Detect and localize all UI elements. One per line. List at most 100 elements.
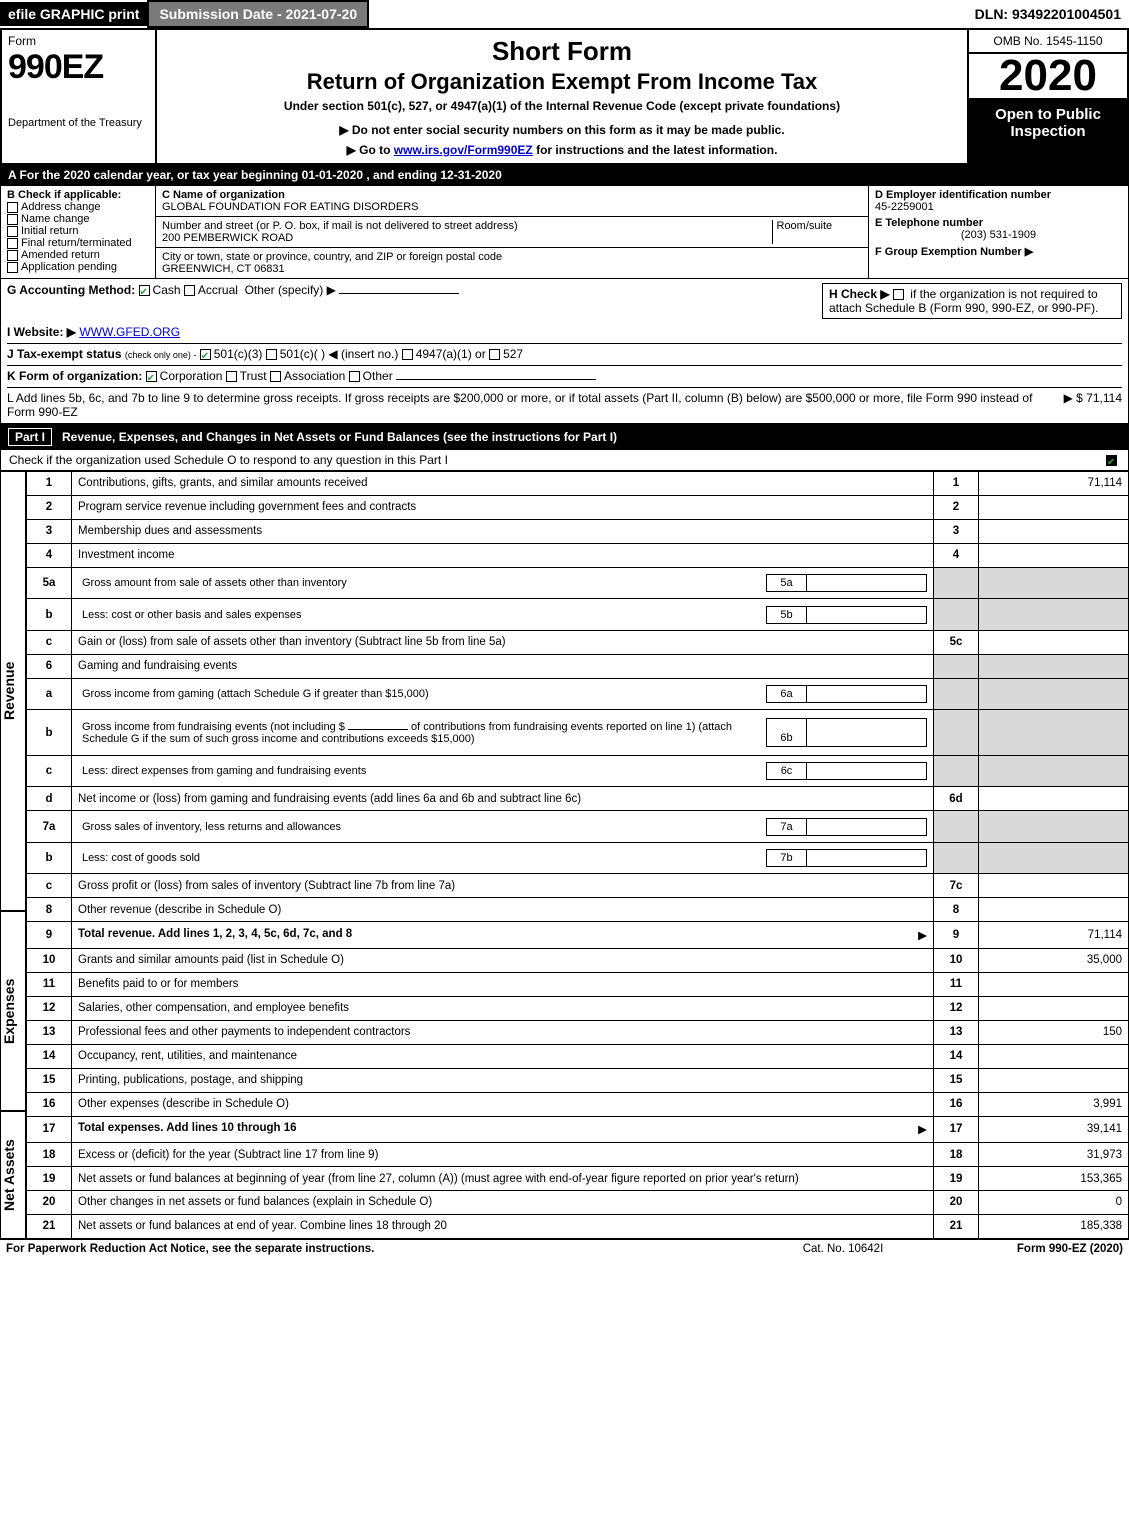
row-5a: 5a Gross amount from sale of assets othe… [27,567,1129,599]
box-b-title: B Check if applicable: [7,189,121,201]
short-form-title: Short Form [167,36,957,67]
submission-date: Submission Date - 2021-07-20 [147,0,369,28]
ein-value: 45-2259001 [875,201,1122,213]
row-13: 13Professional fees and other payments t… [27,1020,1129,1044]
row-16: 16Other expenses (describe in Schedule O… [27,1092,1129,1116]
row-6c: c Less: direct expenses from gaming and … [27,755,1129,787]
chk-address[interactable] [7,202,18,213]
header-center: Short Form Return of Organization Exempt… [157,30,967,163]
chk-part1[interactable] [1106,455,1117,466]
chk-trust[interactable] [226,371,237,382]
chk-name[interactable] [7,214,18,225]
part1-check-text: Check if the organization used Schedule … [9,453,1106,467]
box-c-city: City or town, state or province, country… [156,248,869,279]
c-name-label: C Name of organization [162,189,285,201]
part1-tag: Part I [8,428,52,446]
k-o3: Association [284,369,345,383]
row-8: 8Other revenue (describe in Schedule O)8 [27,898,1129,922]
form-header: Form 990EZ Department of the Treasury Sh… [0,28,1129,165]
g-cash: Cash [153,283,181,297]
chk-other-org[interactable] [349,371,360,382]
l-text: L Add lines 5b, 6c, and 7b to line 9 to … [7,391,1064,419]
row-7a: 7a Gross sales of inventory, less return… [27,811,1129,843]
chk-4947[interactable] [402,349,413,360]
chk-accrual[interactable] [184,285,195,296]
box-b: B Check if applicable: Address change Na… [1,186,156,279]
row-7c: cGross profit or (loss) from sales of in… [27,874,1129,898]
dept-treasury: Department of the Treasury [8,117,149,129]
f-label: F Group Exemption Number ▶ [875,245,1122,258]
info-table: B Check if applicable: Address change Na… [0,185,1129,279]
footer-right: Form 990-EZ (2020) [943,1243,1123,1255]
chk-amended[interactable] [7,250,18,261]
box-c-street: Number and street (or P. O. box, if mail… [156,217,869,248]
goto-pre: ▶ Go to [347,143,394,157]
opt-final: Final return/terminated [21,237,132,249]
row-3: 3Membership dues and assessments3 [27,519,1129,543]
footer-cat: Cat. No. 10642I [743,1243,943,1255]
chk-h[interactable] [893,289,904,300]
goto-line: ▶ Go to www.irs.gov/Form990EZ for instru… [167,143,957,157]
lines-ghijkl: G Accounting Method: Cash Accrual Other … [0,279,1129,424]
chk-cash[interactable] [139,285,150,296]
section-a: A For the 2020 calendar year, or tax yea… [0,165,1129,185]
chk-initial[interactable] [7,226,18,237]
g-other: Other (specify) ▶ [245,283,336,297]
header-right: OMB No. 1545-1150 2020 Open to Public In… [967,30,1127,163]
side-expenses: Expenses [0,911,26,1111]
chk-527[interactable] [489,349,500,360]
opt-amended: Amended return [21,249,100,261]
opt-initial: Initial return [21,225,78,237]
efile-label: efile GRAPHIC print [0,2,147,26]
street-value: 200 PEMBERWICK ROAD [162,232,293,244]
main-table: 1Contributions, gifts, grants, and simil… [26,471,1129,1239]
top-bar: efile GRAPHIC print Submission Date - 20… [0,0,1129,28]
footer-left: For Paperwork Reduction Act Notice, see … [6,1243,743,1255]
chk-501c3[interactable] [200,349,211,360]
phone-value: (203) 531-1909 [875,229,1122,241]
l-val: ▶ $ 71,114 [1064,391,1122,419]
row-15: 15Printing, publications, postage, and s… [27,1068,1129,1092]
under-section: Under section 501(c), 527, or 4947(a)(1)… [167,99,957,113]
opt-name: Name change [21,213,90,225]
row-21: 21Net assets or fund balances at end of … [27,1214,1129,1238]
row-6b: b Gross income from fundraising events (… [27,710,1129,755]
line-l: L Add lines 5b, 6c, and 7b to line 9 to … [7,387,1122,419]
row-18: 18Excess or (deficit) for the year (Subt… [27,1143,1129,1167]
row-17: 17Total expenses. Add lines 10 through 1… [27,1116,1129,1142]
h-label: H Check ▶ [829,287,890,301]
dln: DLN: 93492201004501 [967,2,1129,26]
row-9: 9Total revenue. Add lines 1, 2, 3, 4, 5c… [27,922,1129,948]
row-7b: b Less: cost of goods sold7b [27,842,1129,874]
j-o2: 501(c)( ) ◀ (insert no.) [280,347,399,361]
ssn-warning: ▶ Do not enter social security numbers o… [167,123,957,137]
form-number: 990EZ [8,48,149,87]
k-label: K Form of organization: [7,369,142,383]
goto-post: for instructions and the latest informat… [536,143,777,157]
box-c-name: C Name of organization GLOBAL FOUNDATION… [156,186,869,217]
row-19: 19Net assets or fund balances at beginni… [27,1167,1129,1191]
tax-year: 2020 [969,54,1127,100]
row-5b: b Less: cost or other basis and sales ex… [27,599,1129,631]
row-11: 11Benefits paid to or for members11 [27,972,1129,996]
chk-assoc[interactable] [270,371,281,382]
line-k: K Form of organization: Corporation Trus… [7,365,1122,383]
chk-501c[interactable] [266,349,277,360]
opt-pending: Application pending [21,261,117,273]
row-20: 20Other changes in net assets or fund ba… [27,1191,1129,1215]
chk-corp[interactable] [146,371,157,382]
row-6d: dNet income or (loss) from gaming and fu… [27,787,1129,811]
line-j: J Tax-exempt status (check only one) - 5… [7,343,1122,361]
website-link[interactable]: WWW.GFED.ORG [79,325,180,339]
k-o4: Other [363,369,393,383]
j-sub: (check only one) - [125,350,197,360]
chk-pending[interactable] [7,262,18,273]
city-label: City or town, state or province, country… [162,251,502,263]
line-g: G Accounting Method: Cash Accrual Other … [7,283,822,319]
row-6a: a Gross income from gaming (attach Sched… [27,678,1129,710]
k-o1: Corporation [160,369,223,383]
i-label: I Website: ▶ [7,325,76,339]
chk-final[interactable] [7,238,18,249]
g-accrual: Accrual [198,283,238,297]
irs-link[interactable]: www.irs.gov/Form990EZ [394,143,533,157]
